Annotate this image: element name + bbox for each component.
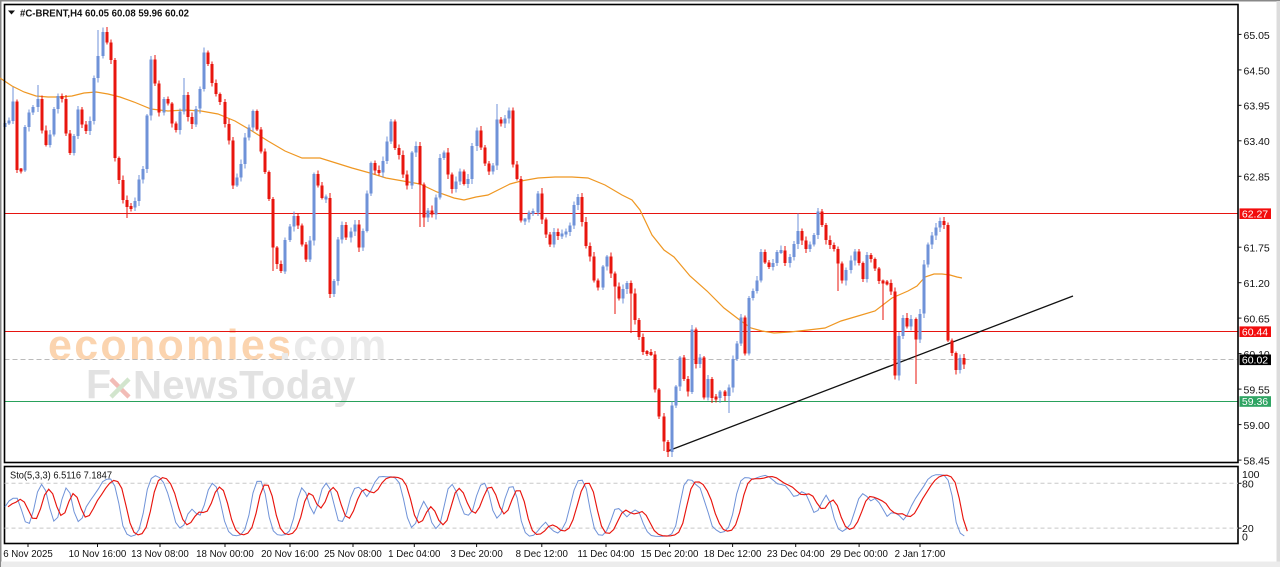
svg-text:64.50: 64.50: [1244, 65, 1270, 77]
svg-text:18 Nov 00:00: 18 Nov 00:00: [196, 549, 254, 560]
svg-text:10 Nov 16:00: 10 Nov 16:00: [69, 549, 127, 560]
svg-text:65.05: 65.05: [1244, 30, 1270, 42]
svg-text:NewsToday: NewsToday: [133, 364, 356, 408]
svg-text:0: 0: [1242, 532, 1248, 544]
svg-text:11 Dec 04:00: 11 Dec 04:00: [578, 549, 636, 560]
svg-text:61.75: 61.75: [1244, 243, 1270, 255]
svg-text:#C-BRENT,H4 60.05 60.08 59.96: #C-BRENT,H4 60.05 60.08 59.96 60.02: [20, 9, 189, 20]
svg-text:80: 80: [1242, 479, 1254, 491]
svg-text:8 Dec 12:00: 8 Dec 12:00: [516, 549, 569, 560]
svg-text:15 Dec 20:00: 15 Dec 20:00: [641, 549, 699, 560]
svg-text:60.44: 60.44: [1242, 326, 1268, 338]
svg-text:59.00: 59.00: [1244, 420, 1270, 432]
svg-text:2 Jan 17:00: 2 Jan 17:00: [895, 549, 946, 560]
svg-text:62.27: 62.27: [1242, 208, 1268, 220]
svg-text:Sto(5,3,3) 6.5116 7.1847: Sto(5,3,3) 6.5116 7.1847: [10, 471, 112, 482]
svg-text:62.85: 62.85: [1244, 172, 1270, 184]
svg-text:13 Nov 08:00: 13 Nov 08:00: [131, 549, 189, 560]
svg-text:.com: .com: [279, 322, 389, 370]
svg-text:29 Dec 00:00: 29 Dec 00:00: [830, 549, 888, 560]
svg-text:59.55: 59.55: [1244, 385, 1270, 397]
svg-text:6 Nov 2025: 6 Nov 2025: [3, 549, 53, 560]
svg-text:23 Dec 04:00: 23 Dec 04:00: [767, 549, 825, 560]
svg-text:20: 20: [1242, 523, 1254, 535]
svg-text:economies: economies: [48, 322, 293, 370]
svg-text:63.40: 63.40: [1244, 136, 1270, 148]
svg-text:58.45: 58.45: [1244, 456, 1270, 468]
svg-text:63.95: 63.95: [1244, 101, 1270, 113]
svg-text:F: F: [86, 362, 112, 408]
svg-text:20 Nov 16:00: 20 Nov 16:00: [261, 549, 319, 560]
svg-text:60.65: 60.65: [1244, 314, 1270, 326]
svg-text:1 Dec 04:00: 1 Dec 04:00: [388, 549, 441, 560]
svg-text:61.20: 61.20: [1244, 278, 1270, 290]
svg-text:100: 100: [1242, 469, 1260, 481]
svg-text:59.36: 59.36: [1242, 396, 1268, 408]
svg-text:60.02: 60.02: [1242, 354, 1268, 366]
svg-text:25 Nov 08:00: 25 Nov 08:00: [324, 549, 382, 560]
svg-text:3 Dec 20:00: 3 Dec 20:00: [450, 549, 503, 560]
svg-text:18 Dec 12:00: 18 Dec 12:00: [704, 549, 762, 560]
